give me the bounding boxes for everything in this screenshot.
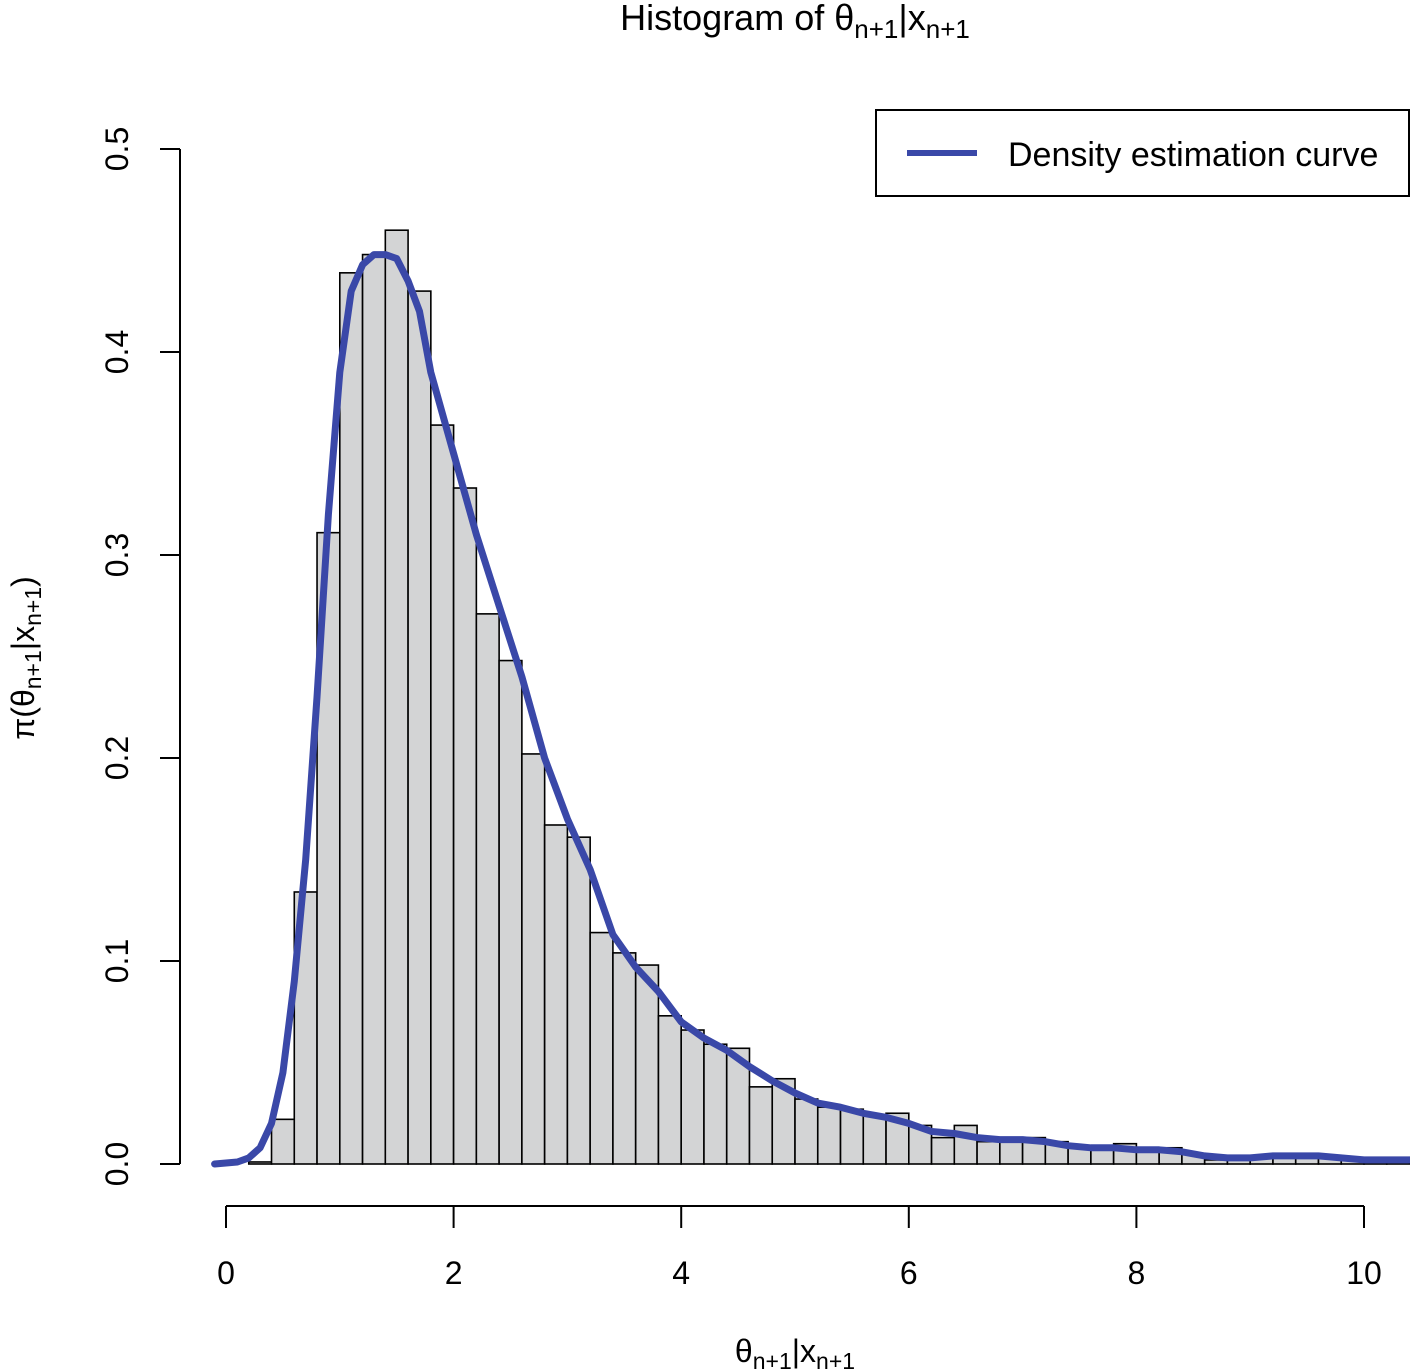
legend: Density estimation curve: [875, 109, 1410, 197]
y-tick-label: 0.3: [99, 533, 135, 577]
histogram-bar: [543, 824, 569, 1165]
density-curve-group: [211, 251, 1410, 1168]
x-tick-label: 0: [217, 1255, 235, 1291]
histogram-bar: [680, 1029, 705, 1165]
x-tick-label: 4: [672, 1255, 690, 1291]
y-tick-label: 0.2: [99, 736, 135, 780]
y-tick-label: 0.4: [99, 330, 135, 374]
legend-label: Density estimation curve: [1008, 136, 1378, 174]
histogram-bar: [338, 272, 364, 1165]
x-axis: 0 2 4 6 8 10: [217, 1205, 1382, 1291]
histogram-bar: [657, 1015, 683, 1165]
histogram-bar: [361, 253, 387, 1165]
histogram-bar: [794, 1098, 819, 1165]
x-tick-label: 2: [445, 1255, 463, 1291]
y-tick-label: 0.0: [99, 1142, 135, 1186]
histogram-bar: [930, 1136, 956, 1165]
histogram-bar: [589, 931, 614, 1165]
y-axis: 0.0 0.1 0.2 0.3 0.4 0.5: [99, 127, 181, 1186]
y-tick-label: 0.1: [99, 939, 135, 983]
histogram-bar: [816, 1106, 842, 1165]
histogram-bar: [498, 659, 523, 1165]
x-tick-label: 10: [1346, 1255, 1382, 1291]
histogram-bar: [407, 290, 432, 1165]
histogram-bar: [270, 1118, 296, 1165]
histogram-bar: [634, 964, 660, 1165]
histogram-bar: [862, 1114, 887, 1165]
chart-title: Histogram of θn+1|xn+1: [620, 0, 970, 44]
histogram-bar: [612, 952, 637, 1165]
x-axis-label: θn+1|xn+1: [735, 1333, 855, 1371]
histogram-bar: [247, 1161, 273, 1165]
x-tick-label: 6: [900, 1255, 918, 1291]
histogram-bar: [452, 487, 478, 1165]
y-axis-label: π(θn+1|xn+1): [5, 576, 46, 740]
histogram-bar: [384, 229, 409, 1165]
x-tick-label: 8: [1128, 1255, 1146, 1291]
histogram-bar: [703, 1043, 728, 1165]
histogram-bar: [521, 753, 546, 1165]
histogram-bar: [748, 1086, 774, 1165]
histogram-bar: [475, 613, 500, 1165]
histogram-bar: [430, 424, 455, 1165]
histogram-bars: [247, 229, 1410, 1165]
density-curve: [211, 251, 1410, 1168]
histogram-bar: [839, 1108, 865, 1165]
histogram-bar: [566, 836, 591, 1165]
histogram-bar: [976, 1140, 1001, 1165]
histogram-bar: [1090, 1148, 1115, 1165]
y-tick-label: 0.5: [99, 127, 135, 171]
